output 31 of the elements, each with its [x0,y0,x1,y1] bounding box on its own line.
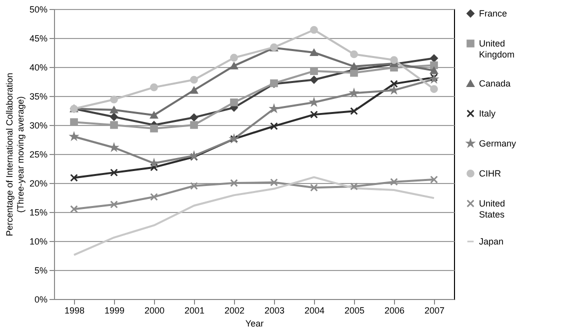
y-tick-label: 10% [29,236,48,246]
x-tick-label: 2000 [144,306,165,316]
legend-label: CIHR [479,168,502,178]
x-axis-title: Year [245,318,264,328]
y-tick-label: 35% [29,92,48,102]
x-tick-label: 2002 [224,306,245,316]
x-tick-label: 2006 [384,306,405,316]
legend-label: Japan [479,236,504,246]
legend-label: Germany [479,138,517,148]
y-tick-label: 25% [29,150,48,160]
x-tick-label: 2004 [304,306,325,316]
y-tick-label: 20% [29,178,48,188]
legend-label: Italy [479,108,496,118]
y-tick-label: 40% [29,62,48,72]
y-tick-label: 45% [29,34,48,44]
legend-label: France [479,8,508,18]
y-tick-label: 15% [29,208,48,218]
x-tick-label: 1998 [64,306,85,316]
legend-label: Canada [479,78,511,88]
y-tick-label: 0% [34,294,48,304]
legend-label: United States [479,198,506,220]
y-axis-title: Percentage of International Collaboration (Three-year moving average) [4,72,26,236]
x-tick-label: 2001 [184,306,205,316]
legend-label: United Kingdom [479,38,515,60]
x-tick-label: 1999 [104,306,125,316]
x-tick-label: 2003 [264,306,285,316]
y-tick-label: 30% [29,120,48,130]
y-tick-label: 50% [29,4,48,14]
x-tick-label: 2005 [344,306,365,316]
y-tick-label: 5% [34,266,48,276]
x-tick-label: 2007 [424,306,445,316]
